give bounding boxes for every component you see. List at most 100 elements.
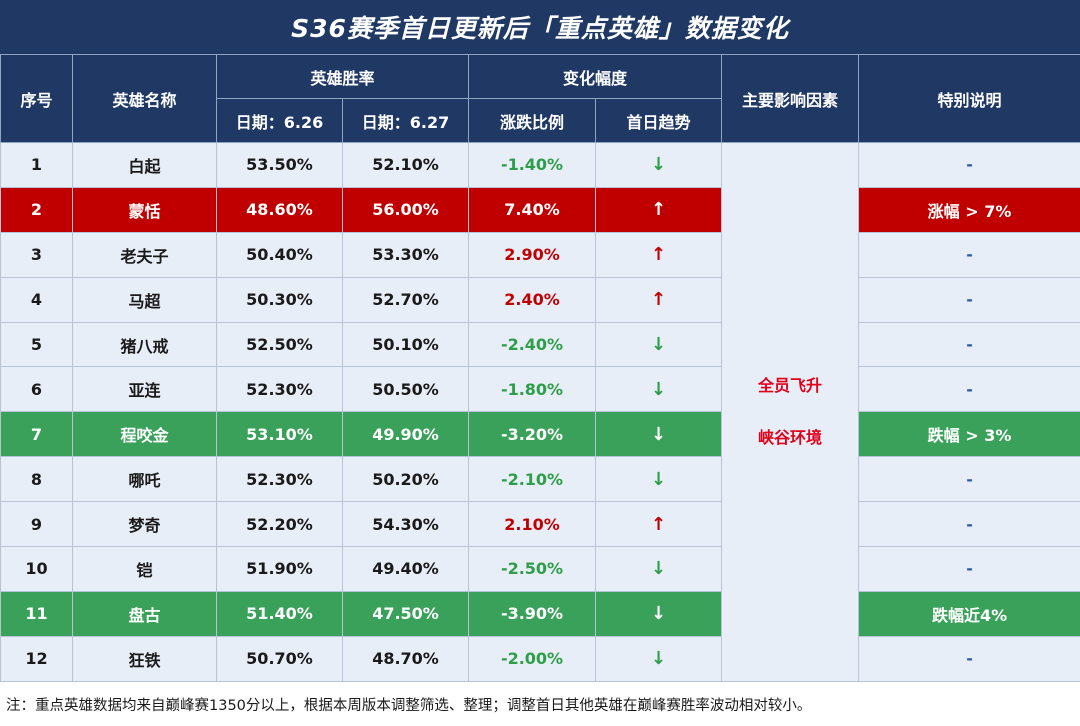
cell-special-note: - xyxy=(858,276,1080,323)
cell-date1-rate: 53.10% xyxy=(216,411,343,458)
cell-index: 7 xyxy=(0,411,73,458)
cell-trend: ↓ xyxy=(595,635,723,682)
cell-index: 6 xyxy=(0,366,73,413)
special-note-text: - xyxy=(966,335,973,354)
cell-special-note: - xyxy=(858,635,1080,682)
table-row: 2 蒙恬 48.60% 56.00% 7.40% ↑ 涨幅 > 7% xyxy=(0,186,1080,233)
header-special-note: 特别说明 xyxy=(858,54,1080,143)
arrow-down-icon: ↓ xyxy=(650,378,667,400)
header-change: 变化幅度 xyxy=(468,54,723,99)
cell-trend: ↑ xyxy=(595,276,723,323)
cell-date1-rate: 51.90% xyxy=(216,546,343,592)
table-row: 5 猪八戒 52.50% 50.10% -2.40% ↓ - xyxy=(0,321,1080,368)
cell-special-note: - xyxy=(858,231,1080,278)
cell-date2-rate: 50.10% xyxy=(341,321,470,368)
cell-change-ratio: 7.40% xyxy=(468,186,597,233)
table-row: 10 铠 51.90% 49.40% -2.50% ↓ - xyxy=(0,546,1080,592)
cell-date1-rate: 50.30% xyxy=(216,276,343,323)
cell-date1-rate: 52.20% xyxy=(216,501,343,548)
cell-date2-rate: 50.20% xyxy=(341,456,470,503)
table-row: 11 盘古 51.40% 47.50% -3.90% ↓ 跌幅近4% xyxy=(0,590,1080,637)
cell-date2-rate: 49.90% xyxy=(341,411,470,458)
cell-index: 11 xyxy=(0,590,73,637)
arrow-down-icon: ↓ xyxy=(650,648,667,670)
cell-hero-name: 蒙恬 xyxy=(72,186,217,233)
arrow-up-icon: ↑ xyxy=(650,199,667,221)
cell-special-note: - xyxy=(858,456,1080,503)
arrow-down-icon: ↓ xyxy=(650,334,667,355)
cell-hero-name: 程咬金 xyxy=(72,411,217,458)
cell-hero-name: 狂铁 xyxy=(72,635,217,682)
arrow-up-icon: ↑ xyxy=(650,289,667,311)
main-factor-line: 峡谷环境 xyxy=(758,427,823,447)
cell-date2-rate: 53.30% xyxy=(341,231,470,278)
cell-date2-rate: 52.70% xyxy=(341,276,470,323)
table-row: 7 程咬金 53.10% 49.90% -3.20% ↓ 跌幅 > 3% xyxy=(0,411,1080,458)
footnote: 注：重点英雄数据均来自巅峰赛1350分以上，根据本周版本调整筛选、整理；调整首日… xyxy=(0,682,1080,726)
cell-hero-name: 白起 xyxy=(72,142,217,188)
cell-trend: ↓ xyxy=(595,456,723,503)
cell-index: 4 xyxy=(0,276,73,323)
special-note-text: - xyxy=(966,245,973,265)
cell-hero-name: 亚连 xyxy=(72,366,217,413)
cell-main-factor: 全员飞升 峡谷环境 xyxy=(721,142,860,682)
cell-date1-rate: 51.40% xyxy=(216,590,343,637)
arrow-down-icon: ↓ xyxy=(650,423,667,445)
table-row: 1 白起 53.50% 52.10% -1.40% ↓ 全员飞升 峡谷环境 - xyxy=(0,142,1080,682)
cell-index: 8 xyxy=(0,456,73,503)
cell-hero-name: 猪八戒 xyxy=(72,321,217,368)
cell-change-ratio: -2.50% xyxy=(468,546,597,592)
cell-change-ratio: 2.40% xyxy=(468,276,597,323)
table-row: 8 哪吒 52.30% 50.20% -2.10% ↓ - xyxy=(0,456,1080,503)
special-note-text: 跌幅 > 3% xyxy=(927,426,1012,446)
cell-trend: ↑ xyxy=(595,231,723,278)
cell-change-ratio: -3.20% xyxy=(468,411,597,458)
arrow-down-icon: ↓ xyxy=(650,468,667,490)
cell-index: 2 xyxy=(0,186,73,233)
page-title: S36赛季首日更新后「重点英雄」数据变化 xyxy=(0,0,1080,54)
cell-special-note: 跌幅近4% xyxy=(858,590,1080,637)
cell-trend: ↓ xyxy=(595,546,723,592)
cell-index: 9 xyxy=(0,501,73,548)
cell-hero-name: 老夫子 xyxy=(72,231,217,278)
cell-date2-rate: 50.50% xyxy=(341,366,470,413)
special-note-text: - xyxy=(966,155,973,175)
cell-trend: ↓ xyxy=(595,321,723,368)
cell-date2-rate: 48.70% xyxy=(341,635,470,682)
cell-date2-rate: 49.40% xyxy=(341,546,470,592)
table-row: 4 马超 50.30% 52.70% 2.40% ↑ - xyxy=(0,276,1080,323)
cell-date2-rate: 47.50% xyxy=(341,590,470,637)
header-main-factor: 主要影响因素 xyxy=(721,54,860,143)
table-row: 9 梦奇 52.20% 54.30% 2.10% ↑ - xyxy=(0,501,1080,548)
cell-index: 3 xyxy=(0,231,73,278)
special-note-text: - xyxy=(966,290,973,310)
cell-date1-rate: 52.50% xyxy=(216,321,343,368)
special-note-text: 跌幅近4% xyxy=(931,605,1008,625)
table-row: 6 亚连 52.30% 50.50% -1.80% ↓ - xyxy=(0,366,1080,413)
cell-change-ratio: -2.00% xyxy=(468,635,597,682)
cell-trend: ↑ xyxy=(595,186,723,233)
cell-hero-name: 铠 xyxy=(72,546,217,592)
cell-special-note: 跌幅 > 3% xyxy=(858,411,1080,458)
arrow-up-icon: ↑ xyxy=(650,244,667,266)
cell-change-ratio: -2.10% xyxy=(468,456,597,503)
cell-index: 5 xyxy=(0,321,73,368)
cell-special-note: 涨幅 > 7% xyxy=(858,186,1080,233)
main-factor-line: 全员飞升 xyxy=(758,375,823,395)
hero-winrate-table: 序号 英雄名称 英雄胜率 变化幅度 主要影响因素 特别说明 日期：6.26 日期… xyxy=(0,54,1080,682)
special-note-text: - xyxy=(966,514,973,534)
cell-hero-name: 马超 xyxy=(72,276,217,323)
cell-special-note: - xyxy=(858,321,1080,368)
cell-date1-rate: 53.50% xyxy=(216,142,343,188)
arrow-down-icon: ↓ xyxy=(650,558,667,580)
cell-date1-rate: 52.30% xyxy=(216,366,343,413)
arrow-down-icon: ↓ xyxy=(650,603,667,625)
header-hero-name: 英雄名称 xyxy=(72,54,217,143)
cell-index: 10 xyxy=(0,546,73,592)
cell-change-ratio: -1.80% xyxy=(468,366,597,413)
header-first-day-trend: 首日趋势 xyxy=(595,98,723,143)
cell-trend: ↓ xyxy=(595,590,723,637)
cell-hero-name: 梦奇 xyxy=(72,501,217,548)
cell-hero-name: 哪吒 xyxy=(72,456,217,503)
header-change-ratio: 涨跌比例 xyxy=(468,98,597,143)
